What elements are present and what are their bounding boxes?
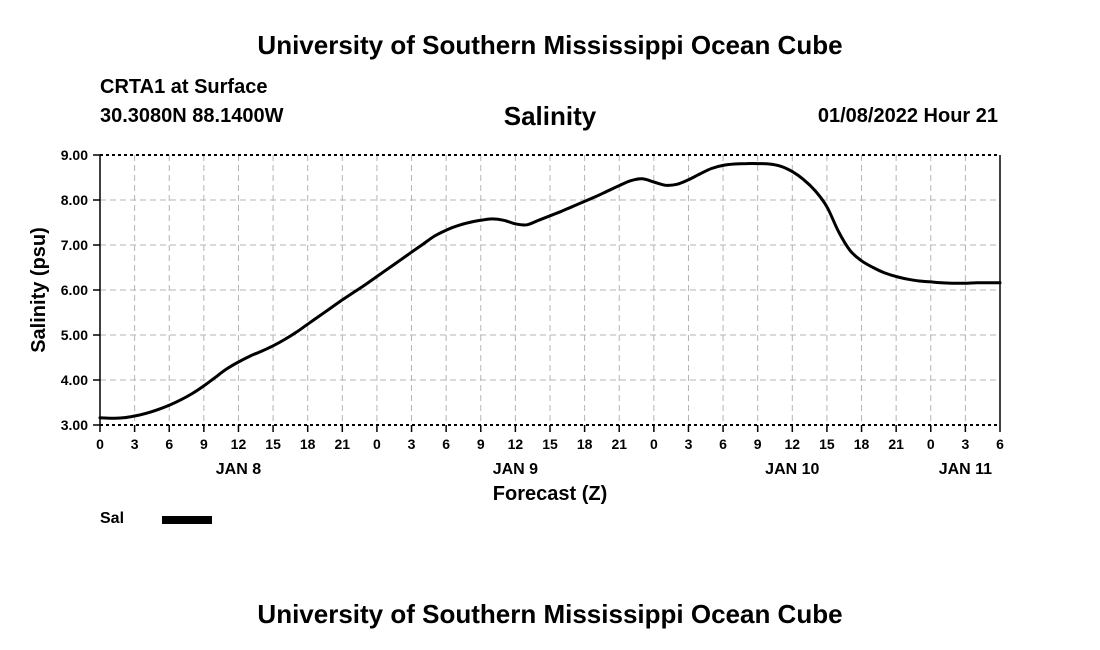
y-tick-label: 6.00 — [61, 282, 88, 298]
y-tick-label: 4.00 — [61, 372, 88, 388]
day-label: JAN 8 — [216, 461, 261, 478]
x-tick-label: 15 — [819, 436, 835, 452]
y-axis-ticks: 3.00 4.00 5.00 6.00 7.00 8.00 9.00 — [61, 147, 100, 433]
day-label: JAN 10 — [765, 461, 819, 478]
x-tick-label: 12 — [508, 436, 524, 452]
y-tick-label: 3.00 — [61, 417, 88, 433]
x-tick-label: 9 — [754, 436, 762, 452]
chart-title: Salinity — [503, 101, 597, 131]
y-tick-label: 8.00 — [61, 192, 88, 208]
x-tick-label: 15 — [265, 436, 281, 452]
x-tick-label: 21 — [335, 436, 351, 452]
day-label: JAN 9 — [493, 461, 538, 478]
station-label: CRTA1 at Surface — [100, 76, 268, 98]
x-tick-label: 18 — [854, 436, 870, 452]
x-tick-label: 3 — [131, 436, 139, 452]
x-tick-label: 15 — [542, 436, 558, 452]
y-tick-label: 9.00 — [61, 147, 88, 163]
x-tick-label: 6 — [165, 436, 173, 452]
x-axis-title: Forecast (Z) — [493, 483, 607, 505]
x-tick-label: 9 — [200, 436, 208, 452]
x-tick-label: 18 — [577, 436, 593, 452]
legend-label: Sal — [100, 510, 125, 527]
x-tick-label: 0 — [650, 436, 658, 452]
series-layer — [98, 162, 1002, 420]
x-tick-label: 6 — [996, 436, 1004, 452]
series-line-sal — [98, 162, 1002, 420]
day-labels: JAN 8 JAN 9 JAN 10 JAN 11 — [216, 461, 992, 478]
x-tick-label: 12 — [231, 436, 247, 452]
x-tick-label: 12 — [785, 436, 801, 452]
y-tick-label: 5.00 — [61, 327, 88, 343]
x-tick-label: 3 — [961, 436, 969, 452]
footer-title: University of Southern Mississippi Ocean… — [257, 599, 843, 629]
x-tick-label: 0 — [96, 436, 104, 452]
x-tick-label: 21 — [611, 436, 627, 452]
day-label: JAN 11 — [939, 461, 992, 478]
x-tick-label: 18 — [300, 436, 316, 452]
grid — [100, 154, 1000, 426]
x-tick-label: 9 — [477, 436, 485, 452]
x-tick-label: 0 — [927, 436, 935, 452]
forecast-datetime: 01/08/2022 Hour 21 — [817, 105, 998, 127]
x-tick-label: 6 — [442, 436, 450, 452]
x-tick-label: 0 — [373, 436, 381, 452]
legend-swatch — [162, 516, 212, 524]
x-axis-ticks: 0 3 6 9 12 15 18 21 0 3 6 9 12 15 18 21 0 3 6 9 12 15 18 21 0 3 6 — [96, 425, 1004, 452]
coordinates-label: 30.3080N 88.1400W — [100, 105, 284, 127]
x-tick-label: 3 — [685, 436, 693, 452]
page-title: University of Southern Mississippi Ocean… — [257, 30, 843, 60]
x-tick-label: 3 — [408, 436, 416, 452]
y-axis-title: Salinity (psu) — [28, 227, 50, 353]
x-tick-label: 21 — [888, 436, 904, 452]
y-tick-label: 7.00 — [61, 237, 88, 253]
x-tick-label: 6 — [719, 436, 727, 452]
